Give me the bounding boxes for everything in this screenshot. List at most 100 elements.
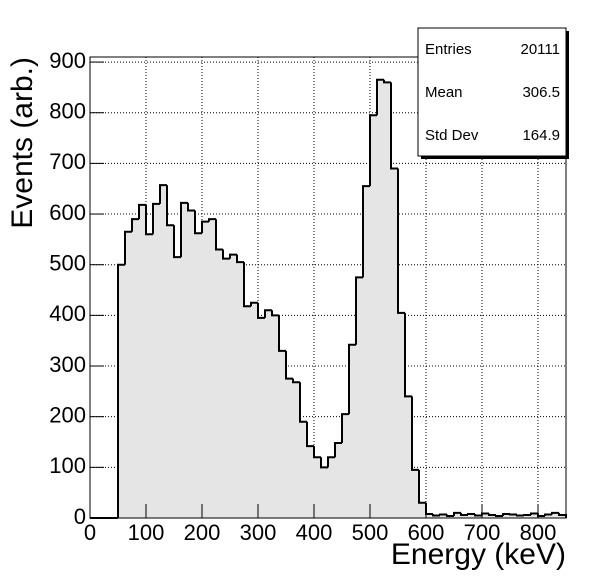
bar-outline [243, 262, 251, 308]
bar [475, 515, 482, 518]
bar [230, 254, 237, 519]
bar-outline [495, 514, 503, 517]
bar-outline [516, 514, 524, 517]
stats-label: Mean [425, 84, 463, 101]
stats-value: 20111 [521, 41, 561, 58]
x-tick-label: 100 [128, 520, 165, 545]
bar-outline [432, 513, 440, 517]
bar [461, 514, 468, 518]
bar-outline [530, 512, 538, 515]
bar [181, 202, 188, 518]
bar [426, 513, 433, 518]
bar-outline [453, 511, 461, 516]
bar-outline [474, 513, 482, 517]
bar [552, 512, 559, 518]
bar-outline [306, 421, 314, 448]
plot-frame [89, 56, 567, 519]
bar [517, 515, 524, 518]
stats-value: 306.5 [522, 84, 560, 101]
stats-label: Entries [425, 41, 472, 58]
bar-outline [124, 230, 132, 265]
bar-outline [292, 378, 300, 384]
bar [349, 344, 356, 518]
bar [244, 306, 251, 518]
bar-outline [551, 511, 559, 515]
bar [153, 203, 160, 518]
x-tick-label: 300 [240, 520, 277, 545]
bar-outline [145, 204, 153, 236]
bar [223, 258, 230, 518]
bar-outline [439, 513, 447, 516]
bar-outline [341, 413, 349, 444]
bar-outline [502, 512, 510, 516]
bar-outline [404, 312, 412, 398]
y-tick-label: 700 [49, 149, 86, 174]
bar [433, 515, 440, 518]
bar-outline [250, 301, 258, 307]
bar [496, 515, 503, 518]
y-tick-label: 400 [49, 301, 86, 326]
bar-outline [467, 512, 475, 515]
bar [321, 467, 328, 518]
bar-outline [208, 218, 216, 222]
bar-outline [264, 309, 272, 318]
y-tick-label: 100 [49, 453, 86, 478]
bar-outline [201, 220, 209, 234]
bar-outline [194, 210, 202, 235]
bar [202, 221, 209, 518]
bar-outline [131, 218, 139, 232]
bar [174, 257, 181, 518]
stats-label: Std Dev [425, 127, 479, 144]
x-tick-label: 700 [464, 520, 501, 545]
x-axis-title: Energy (keV) [391, 538, 566, 571]
bar [468, 513, 475, 518]
bar-outline [362, 185, 370, 278]
bar [454, 512, 461, 518]
bar-outline [180, 201, 188, 258]
bar-outline [488, 513, 496, 516]
y-tick-label: 800 [49, 99, 86, 124]
bar-outline [544, 513, 552, 516]
bar-outline [320, 457, 328, 469]
bar [293, 382, 300, 518]
x-tick-label: 400 [296, 520, 333, 545]
bar [139, 204, 146, 518]
x-tick-label: 0 [84, 520, 96, 545]
bar [286, 378, 293, 518]
bar [314, 457, 321, 518]
bar [342, 414, 349, 518]
bar-outline [187, 202, 195, 212]
x-tick-label: 200 [184, 520, 221, 545]
bar [538, 515, 545, 518]
bar [384, 82, 391, 518]
y-tick-label: 0 [74, 504, 86, 529]
bar-outline [355, 276, 363, 345]
bar-outline [229, 253, 237, 259]
bar-outline [285, 350, 293, 380]
bar [398, 312, 405, 518]
bar-outline [313, 446, 321, 459]
bar [545, 514, 552, 518]
bar [363, 186, 370, 518]
bar [125, 231, 132, 518]
bar-outline [166, 185, 174, 227]
stats-box [417, 27, 567, 157]
bar [419, 502, 426, 518]
bar [391, 168, 398, 518]
y-tick-label: 300 [49, 352, 86, 377]
bar [510, 514, 517, 518]
bar-outline [390, 82, 398, 170]
bar [531, 513, 538, 518]
bar [146, 234, 153, 519]
bar-outline [222, 249, 230, 260]
y-tick-label: 900 [49, 48, 86, 73]
bar [559, 514, 566, 518]
x-tick-label: 600 [408, 520, 445, 545]
bar [405, 396, 412, 518]
bar [272, 315, 279, 518]
y-tick-label: 600 [49, 200, 86, 225]
bar-outline [348, 343, 356, 415]
bar-outline [138, 203, 146, 220]
bar [195, 233, 202, 519]
